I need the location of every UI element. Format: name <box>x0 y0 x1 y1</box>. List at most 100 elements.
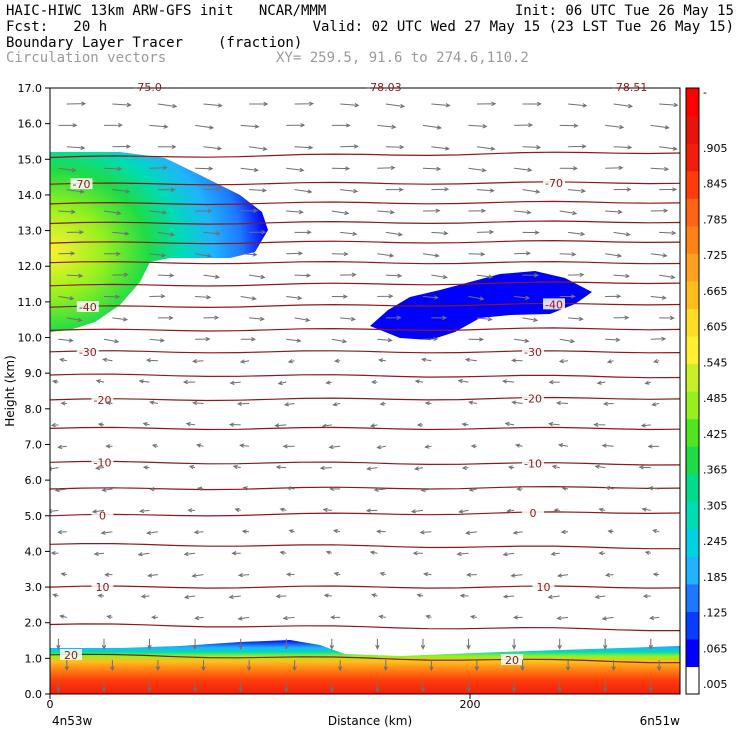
circulation-vector <box>240 252 258 257</box>
circulation-vector <box>319 465 332 471</box>
circulation-vector <box>282 615 295 621</box>
circulation-vector <box>195 166 214 171</box>
isotherm-line <box>50 239 680 245</box>
circulation-vector <box>282 444 295 449</box>
circulation-vector <box>476 188 495 193</box>
circulation-vector <box>378 614 386 620</box>
circulation-vector <box>422 295 440 300</box>
circulation-vector <box>377 165 396 171</box>
colorbar-segment <box>686 418 699 447</box>
isotherm-line <box>50 373 680 379</box>
circulation-vector <box>613 103 634 109</box>
isotherm-label-bg <box>91 393 114 405</box>
isotherm-label-bg <box>543 176 565 188</box>
isotherm-line <box>50 623 680 632</box>
circulation-vector <box>604 572 614 578</box>
isotherm-label-bg <box>522 345 544 357</box>
circulation-vector <box>522 230 540 235</box>
circulation-vector <box>559 123 579 128</box>
circulation-vector <box>465 530 477 535</box>
circulation-vector <box>275 465 287 470</box>
circulation-vector <box>651 402 660 407</box>
circulation-vector <box>522 145 542 150</box>
circulation-vector <box>237 572 250 578</box>
circulation-vector <box>476 146 496 151</box>
y-tick-label: 3.0 <box>25 581 43 594</box>
top-isotherm-label: -78.03 <box>366 81 401 94</box>
circulation-vector <box>514 295 531 300</box>
colorbar-label: .005 <box>703 678 728 691</box>
circulation-vector <box>511 400 523 405</box>
circulation-vector <box>58 295 75 301</box>
circulation-vector <box>412 550 423 556</box>
circulation-vector <box>106 614 113 620</box>
circulation-vector <box>512 530 523 535</box>
circulation-vector <box>659 315 675 321</box>
isotherm-line <box>50 260 680 265</box>
circulation-vector <box>476 229 495 235</box>
circulation-vector <box>431 103 451 108</box>
field-title: Boundary Layer Tracer <box>6 35 184 51</box>
circulation-vector <box>192 400 204 406</box>
circulation-vector <box>329 486 341 492</box>
circulation-vector <box>294 101 315 106</box>
circulation-vector <box>431 315 448 320</box>
circulation-vector <box>203 315 220 320</box>
circulation-vector <box>102 357 113 363</box>
circulation-vector <box>142 465 150 470</box>
circulation-vector <box>66 273 84 278</box>
circulation-vector <box>149 124 169 129</box>
colorbar-segment <box>686 473 699 502</box>
y-tick-label: 7.0 <box>25 438 43 451</box>
circulation-vector <box>330 615 341 620</box>
circulation-vector <box>414 379 424 384</box>
circulation-vector <box>557 638 562 650</box>
circulation-vector <box>659 274 676 280</box>
circulation-vector <box>104 251 121 256</box>
circulation-vector <box>650 336 667 342</box>
circulation-vector <box>323 593 332 598</box>
circulation-vector <box>94 465 105 471</box>
circulation-vector <box>422 208 441 213</box>
circulation-vector <box>651 529 660 534</box>
circulation-vector <box>501 379 515 384</box>
isotherm-line <box>50 151 680 159</box>
circulation-vector <box>64 660 69 672</box>
y-tick-label: 17.0 <box>18 82 43 95</box>
circulation-vector <box>149 486 158 492</box>
circulation-vector <box>376 444 386 450</box>
circulation-vector <box>196 443 204 448</box>
circulation-vector <box>513 615 523 620</box>
isotherm-label: -40 <box>545 298 563 311</box>
circulation-vector <box>195 124 215 130</box>
circulation-vector <box>150 615 158 620</box>
circulation-vector <box>93 551 105 556</box>
circulation-vector <box>659 102 679 108</box>
colorbar-segment <box>686 583 699 612</box>
isotherm-label: -70 <box>73 178 91 191</box>
y-tick-label: 11.0 <box>18 296 43 309</box>
circulation-vector <box>52 379 59 384</box>
colorbar-segment <box>686 280 699 309</box>
isotherm-line <box>50 653 680 664</box>
circulation-vector <box>557 681 562 693</box>
circulation-vector <box>638 465 651 470</box>
circulation-vector <box>182 379 196 385</box>
header-line2-right: Valid: 02 UTC Wed 27 May 15 (23 LST Tue … <box>312 19 734 35</box>
circulation-vector <box>192 681 198 693</box>
y-tick-label: 16.0 <box>18 118 43 131</box>
isotherm-label-bg <box>76 345 99 357</box>
colorbar-label: .365 <box>703 464 728 477</box>
colorbar-label: - <box>703 86 707 99</box>
circulation-vector <box>329 681 335 693</box>
circulation-vector <box>385 315 402 320</box>
circulation-vector <box>379 401 386 406</box>
circulation-vector <box>58 209 76 214</box>
colorbar-segment <box>686 308 699 337</box>
colorbar-segment <box>686 225 699 254</box>
circulation-vector <box>470 444 477 449</box>
circulation-vector <box>602 401 614 407</box>
circulation-vector <box>112 272 129 277</box>
circulation-vector <box>601 616 614 621</box>
circulation-vector <box>331 338 348 344</box>
